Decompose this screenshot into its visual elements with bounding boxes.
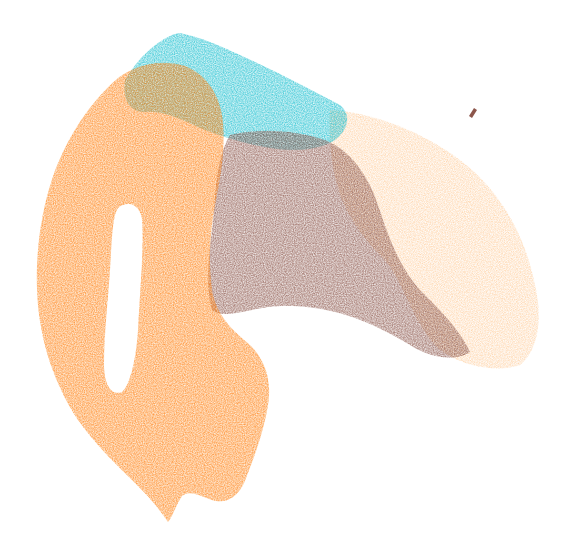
cluster-cyan <box>124 33 348 150</box>
cluster-orange <box>36 62 270 523</box>
outlier-brown-mark <box>469 108 477 118</box>
cluster-brown <box>208 130 471 358</box>
cluster-orange-gap <box>104 204 143 393</box>
cluster-light-orange <box>329 110 539 369</box>
